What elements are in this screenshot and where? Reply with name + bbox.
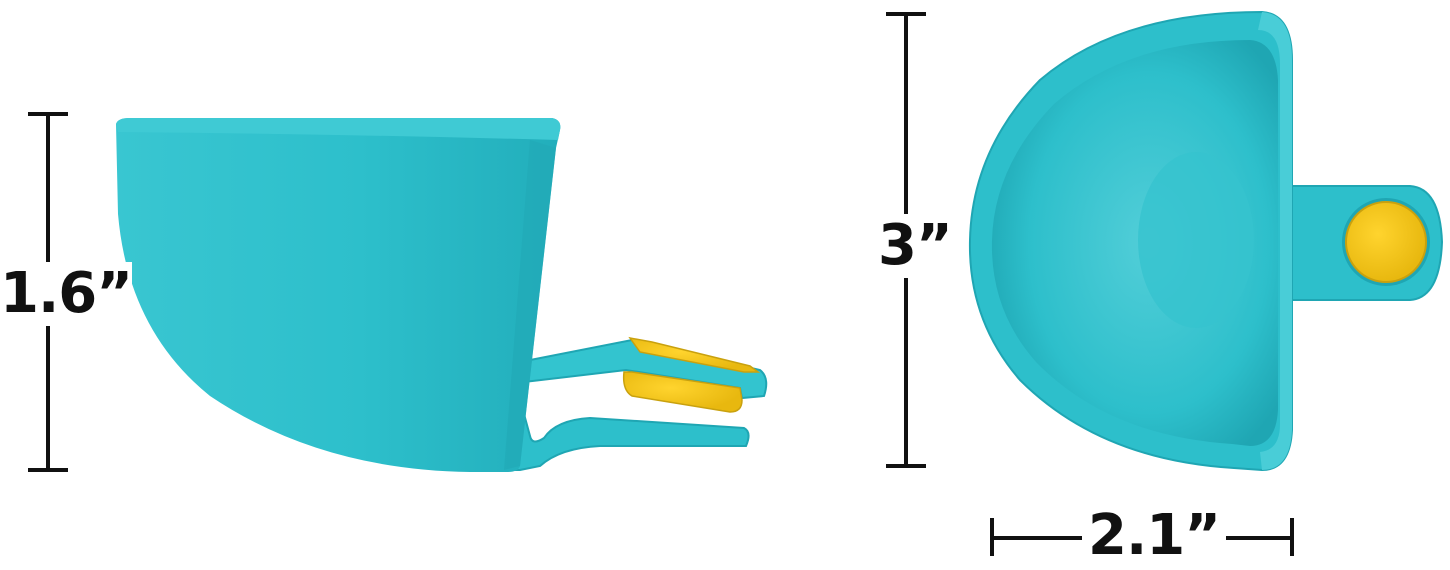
side-view-cup bbox=[116, 118, 768, 472]
top-width-label: 2.1” bbox=[1082, 508, 1227, 564]
side-height-label: 1.6” bbox=[0, 261, 133, 326]
top-view-cup bbox=[968, 10, 1444, 472]
top-height-label: 3” bbox=[876, 213, 954, 278]
